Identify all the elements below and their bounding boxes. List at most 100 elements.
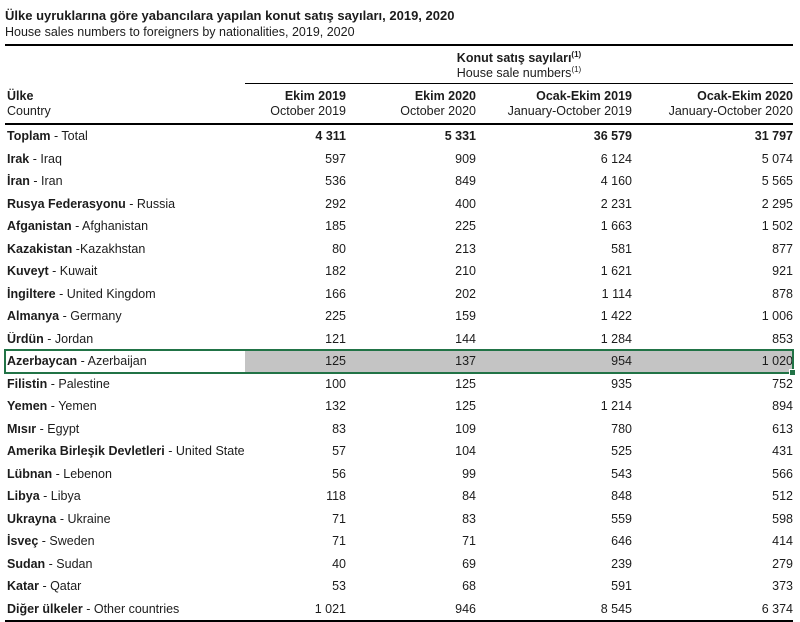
country-cell[interactable]: Libya - Libya	[5, 489, 245, 503]
value-cell[interactable]: 71	[332, 511, 346, 526]
value-cell[interactable]: 104	[455, 444, 476, 459]
value-cell[interactable]: 213	[455, 241, 476, 256]
value-cell[interactable]: 56	[332, 466, 346, 481]
value-cell[interactable]: 53	[332, 579, 346, 594]
value-cell[interactable]: 2 295	[761, 196, 793, 211]
table-row[interactable]: Lübnan - Lebenon 56 99 543 566	[5, 463, 793, 486]
table-row[interactable]: Ürdün - Jordan 121 144 1 284 853	[5, 328, 793, 351]
value-cell[interactable]: 1 006	[761, 309, 793, 324]
table-row[interactable]: Filistin - Palestine 100 125 935 752	[5, 373, 793, 396]
value-cell[interactable]: 4 311	[315, 129, 346, 144]
value-cell[interactable]: 36 579	[593, 129, 632, 144]
value-cell[interactable]: 646	[611, 534, 632, 549]
value-cell[interactable]: 921	[772, 264, 793, 279]
value-cell[interactable]: 414	[772, 534, 793, 549]
table-row[interactable]: İngiltere - United Kingdom 166 202 1 114 878	[5, 283, 793, 306]
table-row[interactable]: Yemen - Yemen 132 125 1 214 894	[5, 395, 793, 418]
value-cell[interactable]: 80	[332, 241, 346, 256]
country-cell[interactable]: Lübnan - Lebenon	[5, 467, 245, 481]
value-cell[interactable]: 1 663	[600, 219, 632, 234]
value-cell[interactable]: 559	[611, 511, 632, 526]
value-cell[interactable]: 1 021	[314, 601, 346, 616]
table-row[interactable]: Sudan - Sudan 40 69 239 279	[5, 553, 793, 576]
value-cell[interactable]: 5 565	[761, 174, 793, 189]
value-cell[interactable]: 125	[455, 399, 476, 414]
value-cell[interactable]: 100	[325, 376, 346, 391]
value-cell[interactable]: 279	[772, 556, 793, 571]
table-row[interactable]: Kuveyt - Kuwait 182 210 1 621 921	[5, 260, 793, 283]
country-cell[interactable]: Almanya - Germany	[5, 309, 245, 323]
value-cell[interactable]: 946	[455, 601, 476, 616]
value-cell[interactable]: 400	[455, 196, 476, 211]
value-cell[interactable]: 132	[325, 399, 346, 414]
table-row[interactable]: Ukrayna - Ukraine 71 83 559 598	[5, 508, 793, 531]
value-cell[interactable]: 613	[772, 421, 793, 436]
country-cell[interactable]: Kazakistan -Kazakhstan	[5, 242, 245, 256]
table-row[interactable]: Diğer ülkeler - Other countries 1 021 946 8…	[5, 598, 793, 621]
table-row[interactable]: Irak - Iraq 597 909 6 124 5 074	[5, 148, 793, 171]
value-cell[interactable]: 909	[455, 151, 476, 166]
value-cell[interactable]: 431	[772, 444, 793, 459]
table-row[interactable]: Kazakistan -Kazakhstan 80 213 581 877	[5, 238, 793, 261]
value-cell[interactable]: 239	[611, 556, 632, 571]
value-cell[interactable]: 71	[462, 534, 476, 549]
value-cell[interactable]: 159	[455, 309, 476, 324]
table-row[interactable]: Almanya - Germany 225 159 1 422 1 006	[5, 305, 793, 328]
value-cell[interactable]: 597	[325, 151, 346, 166]
value-cell[interactable]: 6 124	[600, 151, 632, 166]
table-row[interactable]: Rusya Federasyonu - Russia 292 400 2 231 2 2…	[5, 193, 793, 216]
value-cell[interactable]: 69	[462, 556, 476, 571]
value-cell[interactable]: 99	[462, 466, 476, 481]
country-cell[interactable]: Irak - Iraq	[5, 152, 245, 166]
table-row[interactable]: Katar - Qatar 53 68 591 373	[5, 575, 793, 598]
country-cell[interactable]: Rusya Federasyonu - Russia	[5, 197, 245, 211]
value-cell[interactable]: 210	[455, 264, 476, 279]
country-cell[interactable]: İsveç - Sweden	[5, 534, 245, 548]
value-cell[interactable]: 144	[455, 331, 476, 346]
value-cell[interactable]: 6 374	[761, 601, 793, 616]
value-cell[interactable]: 40	[332, 556, 346, 571]
value-cell[interactable]: 84	[462, 489, 476, 504]
country-cell[interactable]: Ukrayna - Ukraine	[5, 512, 245, 526]
value-cell[interactable]: 225	[455, 219, 476, 234]
value-cell[interactable]: 83	[332, 421, 346, 436]
value-cell[interactable]: 373	[772, 579, 793, 594]
country-cell[interactable]: Diğer ülkeler - Other countries	[5, 602, 245, 616]
country-cell[interactable]: Ürdün - Jordan	[5, 332, 245, 346]
value-cell[interactable]: 71	[332, 534, 346, 549]
value-cell[interactable]: 1 502	[761, 219, 793, 234]
value-cell[interactable]: 894	[772, 399, 793, 414]
country-cell[interactable]: Afganistan - Afghanistan	[5, 219, 245, 233]
value-cell[interactable]: 202	[455, 286, 476, 301]
table-row-selected[interactable]: Azerbaycan - Azerbaijan 125 137 954 1 020	[4, 349, 796, 375]
value-cell[interactable]: 525	[611, 444, 632, 459]
country-cell[interactable]: Toplam - Total	[5, 129, 245, 143]
table-row[interactable]: Amerika Birleşik Devletleri - United Sta…	[5, 440, 793, 463]
table-row[interactable]: Mısır - Egypt 83 109 780 613	[5, 418, 793, 441]
table-row[interactable]: Libya - Libya 118 84 848 512	[5, 485, 793, 508]
value-cell[interactable]: 853	[772, 331, 793, 346]
value-cell[interactable]: 1 284	[600, 331, 632, 346]
value-cell[interactable]: 591	[611, 579, 632, 594]
value-cell[interactable]: 954	[611, 354, 632, 369]
value-cell[interactable]: 166	[325, 286, 346, 301]
value-cell[interactable]: 752	[772, 376, 793, 391]
value-cell[interactable]: 57	[332, 444, 346, 459]
value-cell[interactable]: 68	[462, 579, 476, 594]
value-cell[interactable]: 1 020	[761, 354, 793, 369]
value-cell[interactable]: 121	[325, 331, 346, 346]
value-cell[interactable]: 1 422	[600, 309, 632, 324]
value-cell[interactable]: 5 074	[761, 151, 793, 166]
value-cell[interactable]: 225	[325, 309, 346, 324]
value-cell[interactable]: 125	[455, 376, 476, 391]
value-cell[interactable]: 31 797	[754, 129, 793, 144]
value-cell[interactable]: 1 621	[600, 264, 632, 279]
country-cell[interactable]: Azerbaycan - Azerbaijan	[5, 354, 245, 368]
country-cell[interactable]: Amerika Birleşik Devletleri - United Sta…	[5, 444, 245, 458]
value-cell[interactable]: 1 214	[600, 399, 632, 414]
value-cell[interactable]: 878	[772, 286, 793, 301]
value-cell[interactable]: 109	[455, 421, 476, 436]
table-row[interactable]: Toplam - Total 4 311 5 331 36 579 31 797	[5, 125, 793, 148]
country-cell[interactable]: Katar - Qatar	[5, 579, 245, 593]
value-cell[interactable]: 543	[611, 466, 632, 481]
